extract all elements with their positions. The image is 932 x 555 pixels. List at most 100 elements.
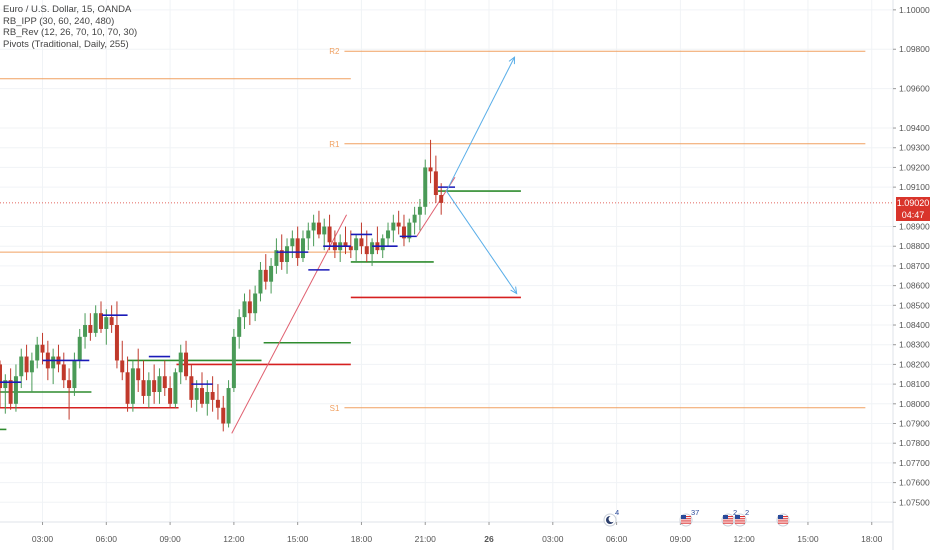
price-tick-label: 1.10000: [899, 5, 930, 15]
time-tick-label: 12:00: [734, 534, 756, 544]
bullish-candle: [242, 301, 247, 318]
time-tick-label: 03:00: [32, 534, 54, 544]
bearish-candle: [67, 380, 72, 389]
bullish-candle: [3, 380, 8, 389]
bullish-candle: [29, 360, 34, 373]
bearish-candle: [40, 344, 45, 353]
bullish-candle: [274, 250, 279, 266]
bullish-candle: [237, 317, 242, 337]
time-tick-label: 12:00: [223, 534, 245, 544]
bullish-candle: [253, 293, 258, 314]
price-tick-label: 1.09300: [899, 143, 930, 153]
bearish-candle: [215, 399, 220, 408]
bearish-candle: [316, 222, 321, 235]
time-tick-label: 06:00: [606, 534, 628, 544]
time-tick-label: 15:00: [287, 534, 309, 544]
current-price-tag: 1.09020: [896, 196, 930, 209]
flag-stripe: [723, 522, 733, 524]
projection-arrowhead: [508, 56, 516, 65]
bullish-candle: [300, 238, 305, 259]
flag-stripe: [681, 520, 691, 522]
price-tick-label: 1.07800: [899, 438, 930, 448]
flag-canton: [723, 515, 728, 519]
bearish-candle: [364, 246, 369, 255]
time-tick-label: 15:00: [797, 534, 819, 544]
event-count: 2: [733, 508, 737, 517]
bearish-candle: [109, 317, 114, 326]
time-tick-label: 18:00: [861, 534, 883, 544]
price-tick-label: 1.07900: [899, 419, 930, 429]
legend-symbol[interactable]: Euro / U.S. Dollar, 15, OANDA: [3, 4, 132, 15]
time-tick-label: 09:00: [159, 534, 181, 544]
bearish-candle: [279, 250, 284, 262]
time-tick-label: 18:00: [351, 534, 373, 544]
flag-canton: [778, 515, 783, 519]
price-tick-label: 1.08600: [899, 281, 930, 291]
legend-indicator-rb-rev[interactable]: RB_Rev (12, 26, 70, 10, 70, 30): [3, 27, 138, 38]
bearish-candle: [136, 368, 141, 381]
projection-arrowhead: [510, 286, 518, 295]
bearish-candle: [152, 380, 157, 392]
bearish-candle: [428, 167, 433, 172]
flag-stripe: [735, 520, 745, 522]
price-tick-label: 1.09100: [899, 182, 930, 192]
bearish-candle: [263, 269, 268, 282]
flag-stripe: [778, 520, 788, 522]
pivot-level-label: S1: [330, 404, 340, 413]
price-tick-label: 1.09400: [899, 123, 930, 133]
bearish-candle: [295, 238, 300, 259]
bullish-candle: [285, 246, 290, 262]
bar-countdown-tag: 04:47: [896, 208, 930, 221]
price-tick-label: 1.08900: [899, 222, 930, 232]
bearish-candle: [221, 407, 226, 424]
bullish-candle: [412, 214, 417, 223]
bullish-candle: [194, 388, 199, 400]
bullish-candle: [93, 313, 98, 333]
bullish-candle: [423, 167, 428, 207]
bearish-candle: [210, 391, 215, 400]
bearish-candle: [348, 246, 353, 251]
price-tick-label: 1.08000: [899, 399, 930, 409]
legend-indicator-rb-ipp[interactable]: RB_IPP (30, 60, 240, 480): [3, 15, 115, 27]
pivot-level-label: R2: [329, 47, 340, 56]
price-tick-label: 1.08200: [899, 359, 930, 369]
pivot-level-label: R1: [329, 140, 340, 149]
projection-arrow-line: [446, 56, 515, 192]
price-tick-label: 1.07500: [899, 497, 930, 507]
bullish-candle: [146, 380, 151, 396]
bullish-candle: [173, 372, 178, 404]
legend-indicator-pivots[interactable]: Pivots (Traditional, Daily, 255): [3, 38, 129, 50]
bearish-candle: [61, 364, 66, 381]
event-count: 4: [615, 508, 619, 517]
flag-stripe: [723, 520, 733, 522]
bullish-candle: [13, 376, 18, 404]
price-tick-label: 1.08800: [899, 241, 930, 251]
bullish-candle: [417, 206, 422, 215]
bullish-candle: [205, 391, 210, 404]
time-tick-label: 26: [484, 534, 494, 544]
bullish-candle: [269, 265, 274, 282]
bearish-candle: [168, 388, 173, 404]
bullish-candle: [231, 336, 236, 389]
bullish-candle: [51, 356, 56, 369]
bearish-candle: [359, 238, 364, 247]
trend-line: [231, 214, 348, 434]
bullish-candle: [391, 222, 396, 231]
price-tick-label: 1.09800: [899, 44, 930, 54]
chart-legend: Euro / U.S. Dollar, 15, OANDA RB_IPP (30…: [3, 4, 137, 50]
price-tick-label: 1.09200: [899, 162, 930, 172]
bullish-candle: [178, 352, 183, 373]
bearish-candle: [141, 380, 146, 396]
bearish-candle: [189, 376, 194, 400]
moon-event-icon-crescent: [608, 515, 615, 523]
bullish-candle: [311, 222, 316, 231]
bearish-candle: [184, 352, 189, 377]
bullish-candle: [104, 317, 109, 329]
bullish-candle: [380, 238, 385, 251]
bullish-candle: [258, 269, 263, 294]
bearish-candle: [24, 356, 29, 373]
bearish-candle: [88, 325, 93, 333]
flag-stripe: [735, 522, 745, 524]
